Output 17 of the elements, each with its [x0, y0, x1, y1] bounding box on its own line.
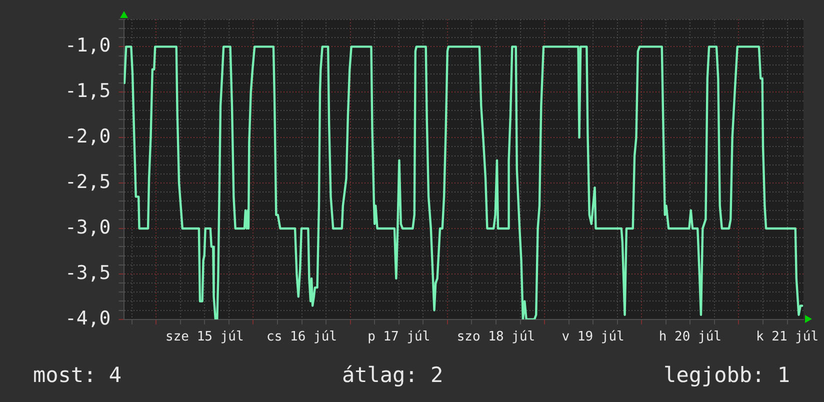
y-tick-label: -4,0 — [64, 307, 111, 330]
y-tick-label: -1,0 — [64, 34, 111, 57]
y-tick-label: -1,5 — [64, 80, 111, 102]
x-tick-label: p 17 júl — [368, 330, 430, 345]
y-tick-label: -2,0 — [64, 126, 111, 148]
text: most: 4 — [33, 363, 122, 388]
x-tick-label: h 20 júl — [658, 330, 722, 345]
x-tick-label: k 21 júl — [756, 330, 819, 345]
y-tick-label: -2,5 — [64, 170, 111, 193]
text: legjobb: 1 — [664, 363, 790, 388]
x-tick-label: sze 15 júl — [166, 330, 244, 345]
x-tick-label: szo 18 júl — [456, 330, 536, 345]
x-tick-label: v 19 júl — [562, 330, 624, 345]
text: átlag: 2 — [342, 363, 444, 388]
y-tick-label: -3,5 — [64, 262, 111, 284]
y-tick-label: -3,0 — [64, 216, 111, 238]
x-tick-label: cs 16 júl — [266, 330, 338, 345]
